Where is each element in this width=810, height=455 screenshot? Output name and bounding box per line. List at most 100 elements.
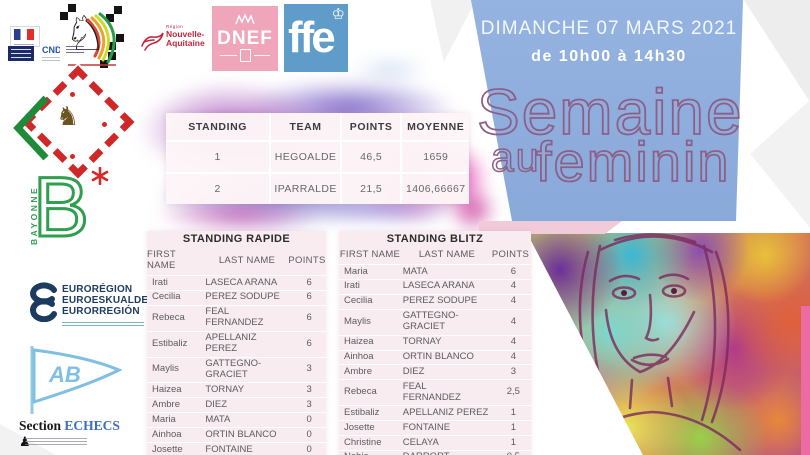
- table-row: Cecilia PEREZ SODUPE 4: [339, 293, 531, 309]
- table-body: Maria MATA 6 Irati LASECA ARANA 4 Cecilia PEREZ…: [339, 264, 531, 455]
- table-row: Maria MATA 6: [339, 264, 531, 279]
- rainbow-mane-icon: [86, 12, 116, 64]
- table-cell: DARRORT: [401, 451, 496, 455]
- column-header: TEAM: [269, 113, 340, 140]
- table-cell: 0: [306, 428, 312, 440]
- knight-icon: ♘: [64, 6, 108, 62]
- table-cell: GATTEGNO- GRACIET: [402, 310, 459, 333]
- table-cell: DIEZ: [402, 365, 425, 377]
- table-cell: 0: [306, 443, 312, 455]
- table-row: Haizea TORNAY 4: [339, 334, 531, 350]
- table-cell: Christine: [344, 436, 382, 448]
- background-triangle: [430, 0, 476, 62]
- checkerboard-icon: [106, 6, 122, 22]
- table-cell: Ainhoa: [344, 351, 374, 363]
- table-cell: FEAL FERNANDEZ: [205, 306, 264, 329]
- table-cell: Maylis: [152, 363, 179, 375]
- background-triangle: [750, 100, 810, 228]
- table-cell: Ambre: [152, 398, 180, 410]
- table-row: Maria MATA 0: [147, 412, 326, 427]
- event-title-feminin: feminin: [535, 130, 731, 193]
- dnef-divider: [220, 49, 270, 62]
- table-row: Ambre DIEZ 3: [339, 364, 531, 379]
- table-cell: LASECA ARANA: [205, 276, 278, 288]
- standing-blitz-table: STANDING BLITZ FIRST NAME LAST NAME POIN…: [339, 231, 531, 455]
- dnef-logo: DNEF: [212, 6, 278, 71]
- table-cell: Rebeca: [152, 311, 185, 323]
- table-cell: 0: [306, 413, 312, 425]
- table-cell: IPARRALDE: [269, 174, 340, 204]
- table-cell: 3: [306, 363, 312, 375]
- table-cell: Maria: [152, 413, 176, 425]
- table-row: Rebeca FEAL FERNANDEZ 2,5: [339, 379, 531, 405]
- background-triangle: [743, 0, 810, 102]
- table-cell: PEREZ SODUPE: [402, 295, 478, 307]
- table-cell: Josette: [344, 421, 375, 433]
- table-cell: 6: [510, 265, 516, 277]
- column-header: LAST NAME: [218, 254, 276, 266]
- table-cell: Ambre: [344, 365, 372, 377]
- event-date: DIMANCHE 07 MARS 2021: [480, 18, 738, 39]
- table-cell: Cecilia: [152, 291, 181, 303]
- table-cell: 0,5: [496, 451, 531, 455]
- standing-rapide-table: STANDING RAPIDE FIRST NAME LAST NAME POI…: [147, 231, 326, 455]
- table-cell: APELLANIZ PEREZ: [402, 406, 489, 418]
- table-row: Estibaliz APELLANIZ PEREZ 1: [339, 405, 531, 420]
- table-cell: CELAYA: [402, 436, 439, 448]
- table-cell: FEAL FERNANDEZ: [402, 380, 461, 403]
- table-row: Ambre DIEZ 3: [147, 397, 326, 412]
- table-cell: ORTIN BLANCO: [402, 351, 474, 363]
- table-cell: FONTAINE: [402, 421, 451, 433]
- table-cell: Haizea: [344, 336, 374, 348]
- red-dot: [70, 154, 75, 159]
- euroregion-label: EURORÉGION EUROESKUALDEA EURORREGIÓN: [62, 284, 156, 318]
- table-cell: HEGOALDE: [269, 142, 340, 172]
- micro-text-lines: [66, 44, 84, 53]
- table-cell: FONTAINE: [205, 443, 253, 455]
- dnef-label: DNEF: [217, 28, 273, 49]
- table-row: Cecilia PEREZ SODUPE 6: [147, 289, 326, 305]
- table-cell: 1: [510, 421, 516, 433]
- table-cell: 6: [306, 337, 312, 349]
- event-banner: [471, 0, 743, 221]
- table-cell: GATTEGNO- GRACIET: [205, 358, 262, 380]
- table-row: Ainhoa ORTIN BLANCO 4: [339, 349, 531, 365]
- table-cell: 21,5: [339, 174, 401, 204]
- team-standings-table: STANDING TEAM POINTS MOYENNE 1 HEGOALDE 46…: [166, 113, 469, 204]
- table-row: 1 HEGOALDE 46,5 1659: [166, 140, 469, 172]
- table-header-row: FIRST NAME LAST NAME POINTS: [339, 247, 531, 264]
- horse-scribble-icon: [141, 32, 164, 51]
- pink-underline-strip: [479, 221, 622, 234]
- event-time: de 10h00 à 14h30: [531, 48, 687, 65]
- pennant-flag-icon: AB: [30, 346, 123, 414]
- pawn-icon: ♟: [19, 435, 31, 450]
- table-body: Irati LASECA ARANA 6 Cecilia PEREZ SODUPE 6 Re…: [147, 275, 326, 455]
- table-cell: TORNAY: [205, 383, 245, 395]
- column-header: STANDING: [188, 120, 248, 133]
- table-cell: 4: [510, 315, 516, 327]
- table-cell: Maylis: [344, 315, 371, 327]
- micro-text-lines: [62, 320, 144, 326]
- table-cell: 4: [510, 336, 516, 348]
- table-cell: Haizea: [152, 383, 182, 395]
- euroregion-e-icon: [30, 282, 57, 322]
- eye-pupil: [671, 288, 677, 294]
- table-cell: Irati: [344, 280, 360, 292]
- micro-text-line: [14, 43, 34, 45]
- column-header: POINTS: [491, 249, 530, 260]
- table-body: 1 HEGOALDE 46,5 1659 2 IPARRALDE 21,5 1406,6666…: [166, 140, 469, 204]
- red-asterisk-icon: [91, 167, 109, 185]
- table-row: Ainhoa ORTIN BLANCO 0: [147, 427, 326, 442]
- table-cell: MATA: [402, 265, 428, 277]
- region-label: Région: [166, 24, 184, 29]
- table-cell: PEREZ SODUPE: [205, 291, 280, 303]
- table-row: Estibaliz APELLANIZ PEREZ 6: [147, 330, 326, 357]
- table-cell: APELLANIZ PEREZ: [205, 332, 257, 355]
- table-cell: 6: [306, 276, 312, 288]
- table-header-row: STANDING TEAM POINTS MOYENNE: [166, 113, 469, 140]
- french-flag-icon: [10, 26, 40, 47]
- nouvelle-aquitaine-logo: Région Nouvelle- Aquitaine: [140, 22, 214, 56]
- flag-stripes: [14, 29, 34, 40]
- euroregion-logo: EURORÉGION EUROESKUALDEA EURORREGIÓN: [24, 282, 156, 334]
- red-dot: [70, 92, 75, 97]
